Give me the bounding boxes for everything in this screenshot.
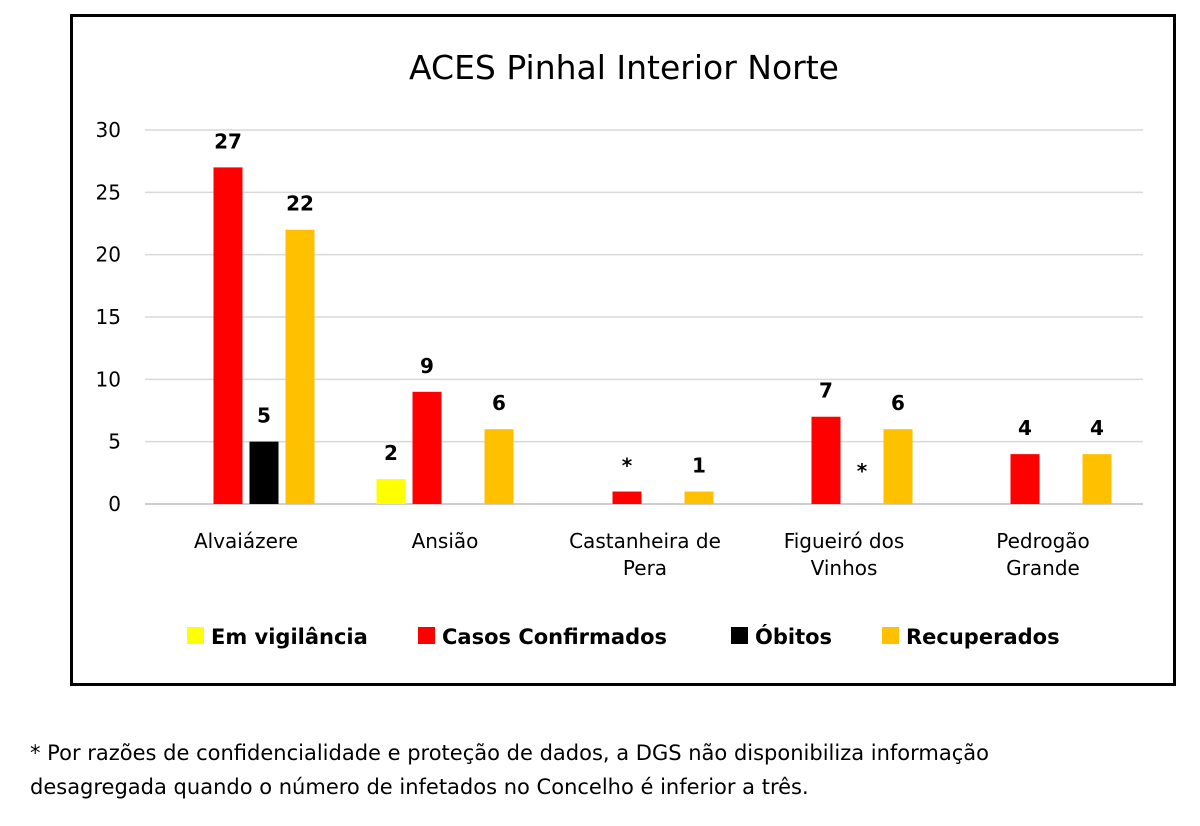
- legend-swatch: [731, 627, 748, 644]
- x-category-label: Pera: [623, 556, 667, 580]
- x-category-label: Figueiró dos: [784, 529, 905, 553]
- bar-chart: ACES Pinhal Interior Norte05101520253022…: [96, 48, 1143, 649]
- data-label: 6: [891, 391, 905, 415]
- legend-swatch: [187, 627, 204, 644]
- data-label: 4: [1090, 416, 1104, 440]
- chart-title: ACES Pinhal Interior Norte: [409, 48, 839, 87]
- bar-casos-confirmados: [612, 491, 642, 504]
- x-category-label: Alvaiázere: [194, 529, 298, 553]
- legend-swatch: [418, 627, 435, 644]
- data-label: 2: [384, 441, 398, 465]
- bar-recuperados: [684, 491, 714, 504]
- legend-label: Óbitos: [755, 624, 832, 649]
- data-label: 9: [420, 354, 434, 378]
- bar-recuperados: [484, 429, 514, 504]
- data-label: 22: [286, 192, 314, 216]
- bar-em-vigil-ncia: [376, 479, 406, 504]
- bar-casos-confirmados: [412, 391, 442, 504]
- y-tick-label: 30: [96, 118, 121, 142]
- data-label: 5: [257, 404, 271, 428]
- y-tick-label: 25: [96, 180, 121, 204]
- legend-label: Recuperados: [906, 625, 1060, 649]
- y-tick-label: 0: [108, 492, 121, 516]
- x-category-label: Grande: [1006, 556, 1080, 580]
- legend-label: Casos Confirmados: [442, 625, 667, 649]
- footnote-line-2: desagregada quando o número de infetados…: [30, 775, 809, 799]
- legend-swatch: [882, 627, 899, 644]
- y-tick-label: 10: [96, 367, 121, 391]
- x-category-label: Castanheira de: [569, 529, 721, 553]
- data-label: *: [857, 459, 868, 483]
- data-label: 4: [1018, 416, 1032, 440]
- x-category-label: Vinhos: [811, 556, 878, 580]
- legend-label: Em vigilância: [211, 625, 368, 649]
- x-category-label: Ansião: [412, 529, 479, 553]
- y-tick-label: 5: [108, 430, 121, 454]
- data-label: 1: [692, 454, 706, 478]
- footnote: * Por razões de confidencialidade e prot…: [30, 736, 1190, 804]
- y-tick-label: 15: [96, 305, 121, 329]
- bar-casos-confirmados: [213, 167, 243, 504]
- bar-recuperados: [1082, 454, 1112, 504]
- data-label: 6: [492, 391, 506, 415]
- bar-casos-confirmados: [1010, 454, 1040, 504]
- bar-recuperados: [285, 229, 315, 504]
- footnote-line-1: * Por razões de confidencialidade e prot…: [30, 741, 990, 765]
- y-tick-label: 20: [96, 243, 121, 267]
- data-label: *: [622, 454, 633, 478]
- bar-recuperados: [883, 429, 913, 504]
- x-category-label: Pedrogão: [996, 529, 1090, 553]
- chart-frame: [70, 14, 1176, 686]
- data-label: 27: [214, 129, 242, 153]
- bar--bitos: [249, 441, 279, 504]
- data-label: 7: [819, 379, 833, 403]
- bar-casos-confirmados: [811, 416, 841, 504]
